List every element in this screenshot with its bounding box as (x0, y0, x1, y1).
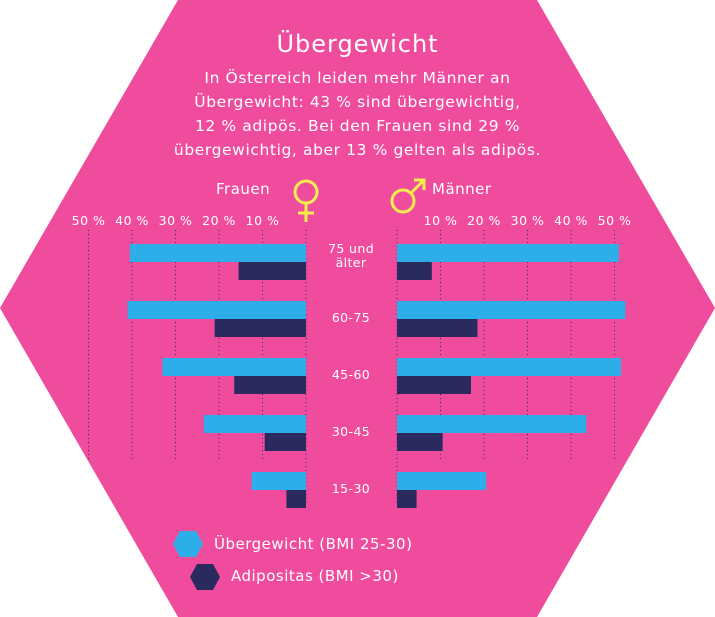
chart-intro: In Österreich leiden mehr Männer an Über… (120, 66, 595, 162)
bar-women-overweight (162, 358, 306, 376)
overweight-legend-icon (173, 531, 203, 557)
legend-obesity-label: Adipositas (BMI >30) (231, 567, 399, 585)
age-group-label: 75 und älter (327, 241, 375, 270)
age-group-label: 15-30 (331, 481, 371, 496)
bar-men-obesity (397, 262, 432, 280)
men-label: Männer (432, 180, 492, 198)
bar-men-obesity (397, 376, 471, 394)
tick-label-women: 20 % (202, 213, 236, 228)
women-label: Frauen (216, 180, 271, 198)
tick-label-women: 10 % (245, 213, 280, 228)
bar-women-obesity (286, 490, 306, 508)
bar-women-overweight (127, 301, 307, 319)
age-group-label: 30-45 (331, 424, 371, 439)
bar-women-overweight (129, 244, 306, 262)
bar-women-obesity (264, 433, 306, 451)
tick-label-men: 10 % (423, 213, 458, 228)
bar-men-overweight (397, 472, 487, 490)
obesity-legend-icon (190, 564, 220, 590)
intro-line: In Österreich leiden mehr Männer an (204, 69, 511, 87)
bar-women-overweight (251, 472, 306, 490)
bar-men-overweight (397, 415, 587, 433)
tick-label-women: 30 % (158, 213, 193, 228)
tick-label-women: 40 % (115, 213, 149, 228)
intro-line: Übergewicht: 43 % sind übergewichtig, (194, 93, 521, 111)
bar-men-overweight (397, 244, 619, 262)
bar-women-obesity (214, 319, 306, 337)
age-group-label: 45-60 (331, 367, 371, 382)
age-group-label: 60-75 (331, 310, 371, 325)
tick-label-men: 40 % (554, 213, 588, 228)
female-symbol-icon (293, 179, 319, 222)
bar-men-overweight (397, 358, 622, 376)
intro-line: übergewichtig, aber 13 % gelten als adip… (173, 141, 542, 159)
tick-label-men: 50 % (597, 213, 632, 228)
intro-line: 12 % adipös. Bei den Frauen sind 29 % (194, 117, 521, 135)
tick-label-men: 30 % (510, 213, 545, 228)
bar-men-obesity (397, 433, 443, 451)
male-symbol-icon (390, 178, 426, 214)
bar-men-obesity (397, 490, 417, 508)
chart-title: Übergewicht (276, 30, 439, 58)
tick-label-women: 50 % (71, 213, 106, 228)
bar-women-obesity (234, 376, 306, 394)
bar-women-overweight (203, 415, 306, 433)
bar-women-obesity (238, 262, 306, 280)
legend-overweight-label: Übergewicht (BMI 25-30) (214, 535, 413, 553)
tick-label-men: 20 % (467, 213, 501, 228)
bar-men-obesity (397, 319, 478, 337)
bar-men-overweight (397, 301, 626, 319)
